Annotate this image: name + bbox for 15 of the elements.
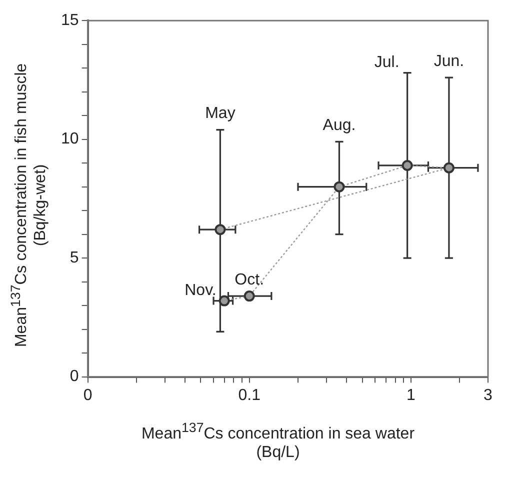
- x-tick-label: 0.1: [238, 386, 261, 404]
- annotation: Jul.: [374, 54, 400, 72]
- annotation: Nov.: [184, 282, 216, 300]
- y-tick-label: 0: [70, 368, 79, 386]
- annotation: Aug.: [322, 117, 356, 134]
- y-tick-label: 5: [70, 249, 79, 266]
- annotation: Oct.: [234, 271, 264, 288]
- x-tick-label: 3: [484, 386, 493, 404]
- annotation: Jun.: [434, 53, 464, 70]
- x-tick-label: 1: [406, 386, 416, 404]
- x-axis-title: Mean$^{137}$Cs concentration in sea water (Bq/L): [140, 419, 416, 462]
- y-tick-label: 15: [61, 12, 79, 30]
- y-tick-label: 10: [61, 130, 79, 148]
- x-tick-label: 0: [83, 386, 92, 404]
- annotation: May: [205, 105, 236, 122]
